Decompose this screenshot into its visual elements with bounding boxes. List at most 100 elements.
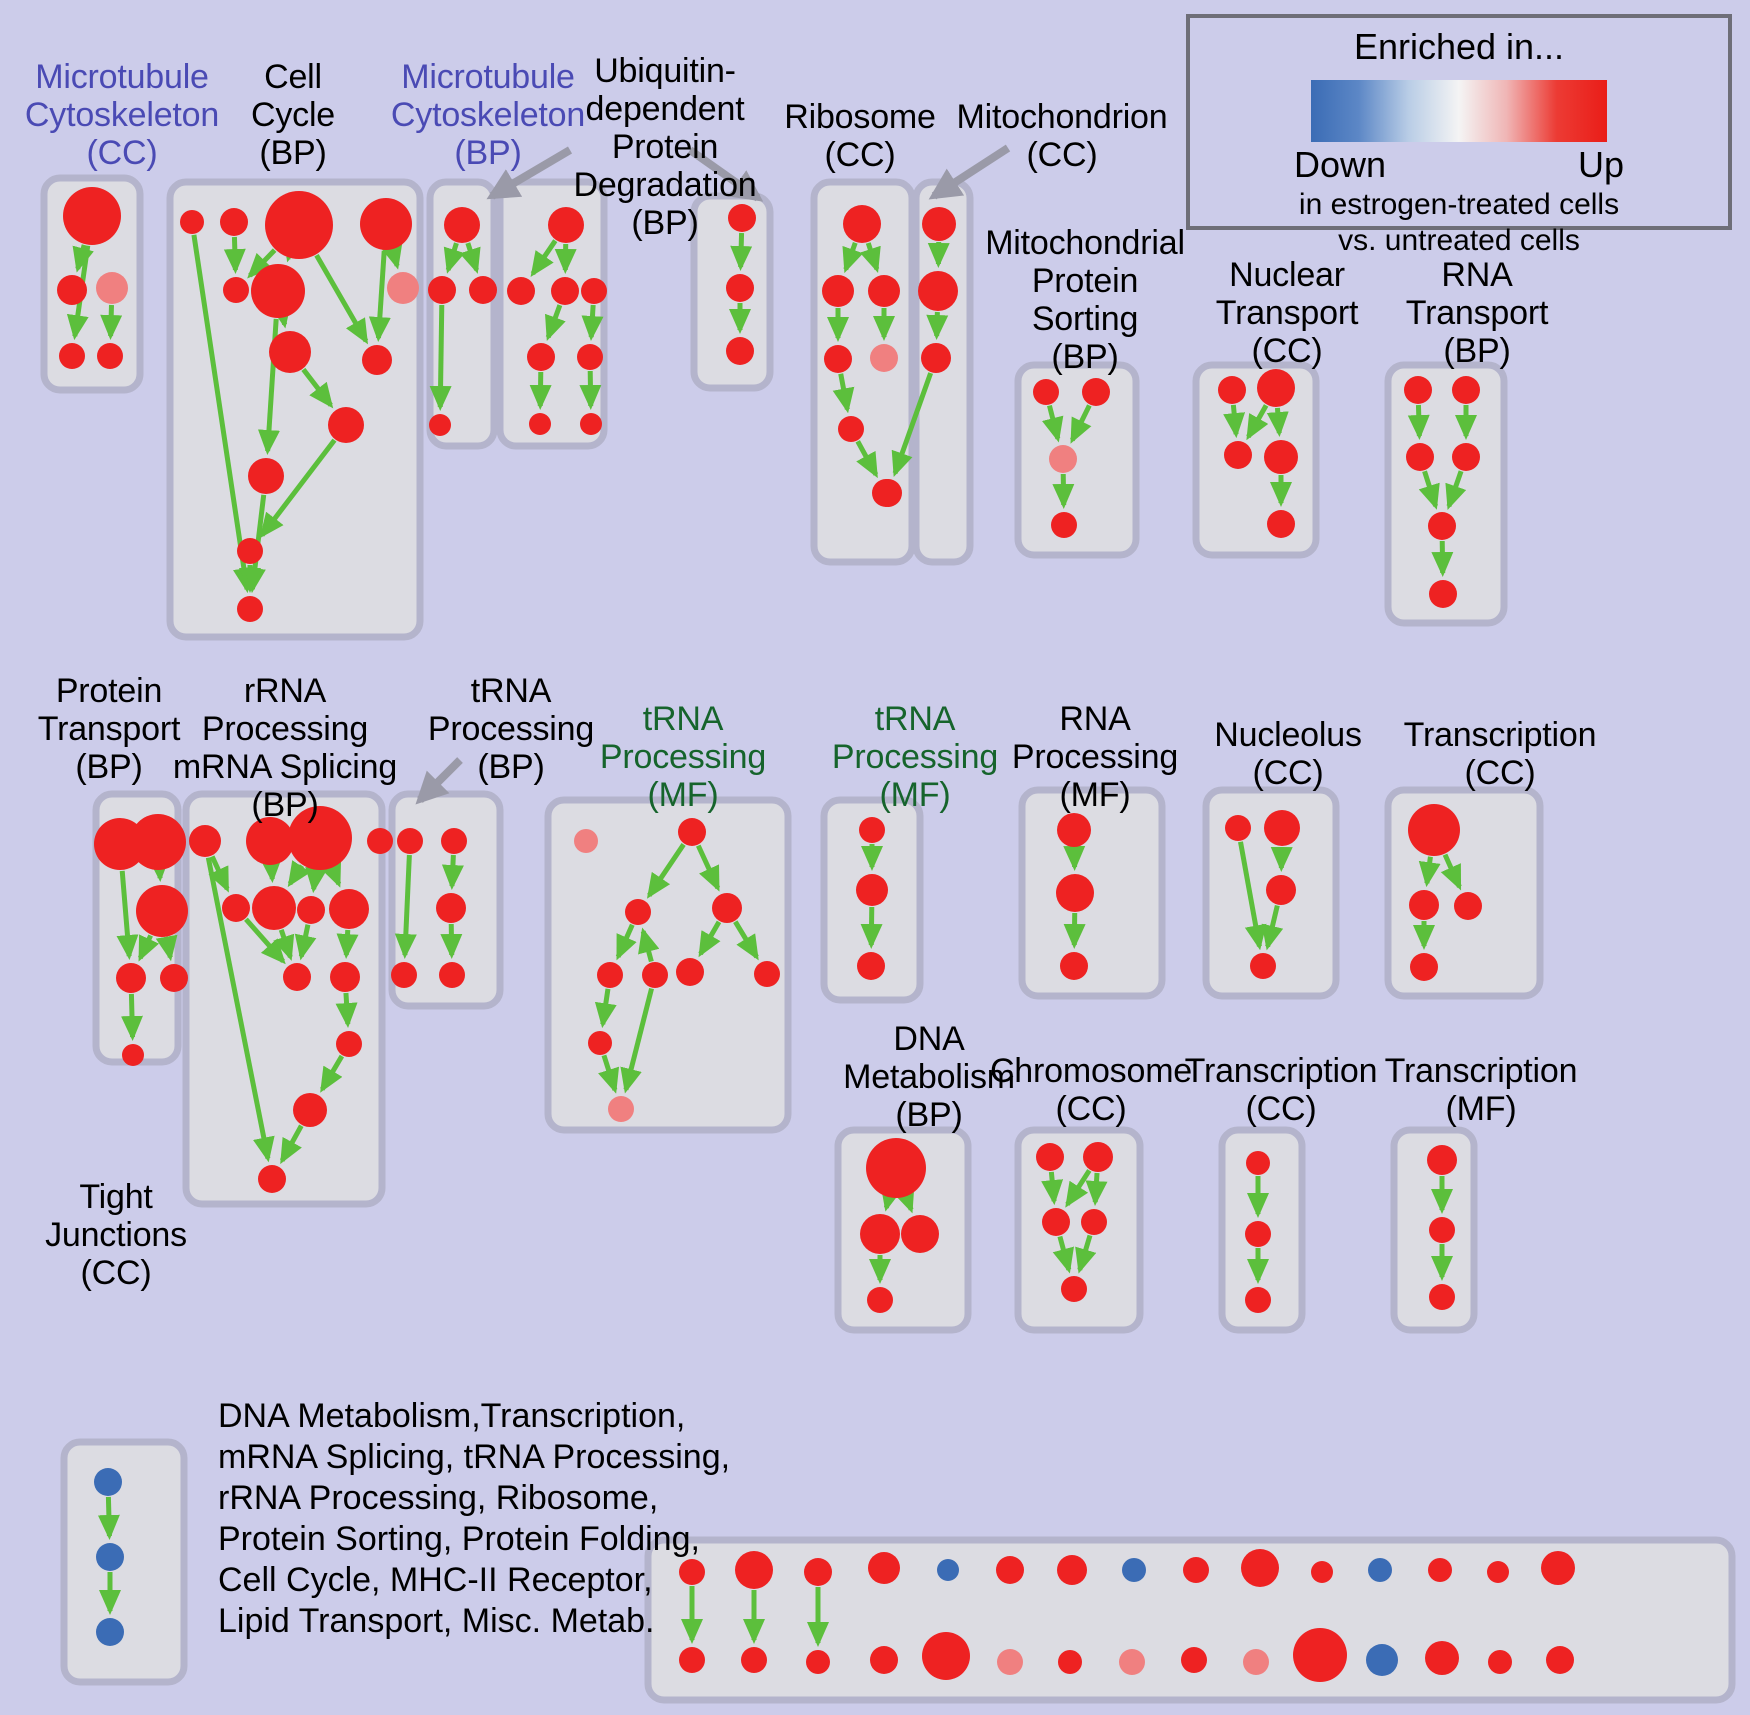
network-node[interactable] <box>1245 1287 1271 1313</box>
network-node[interactable] <box>1119 1649 1145 1675</box>
network-node[interactable] <box>1060 952 1088 980</box>
network-node[interactable] <box>1051 512 1077 538</box>
network-node[interactable] <box>1218 376 1246 404</box>
network-node[interactable] <box>222 894 250 922</box>
network-node[interactable] <box>1082 378 1110 406</box>
network-node[interactable] <box>1427 1145 1457 1175</box>
network-node[interactable] <box>735 1551 773 1589</box>
network-node[interactable] <box>901 1215 939 1253</box>
network-node[interactable] <box>237 538 263 564</box>
network-node[interactable] <box>265 191 333 259</box>
network-node[interactable] <box>1122 1558 1146 1582</box>
network-node[interactable] <box>1042 1208 1070 1236</box>
network-node[interactable] <box>293 1093 327 1127</box>
network-node[interactable] <box>237 596 263 622</box>
network-node[interactable] <box>63 187 121 245</box>
network-node[interactable] <box>997 1649 1023 1675</box>
network-node[interactable] <box>1057 1555 1087 1585</box>
network-node[interactable] <box>189 825 221 857</box>
network-node[interactable] <box>868 275 900 307</box>
network-node[interactable] <box>96 1543 124 1571</box>
network-node[interactable] <box>1224 441 1252 469</box>
network-node[interactable] <box>1036 1143 1064 1171</box>
network-node[interactable] <box>1454 892 1482 920</box>
network-node[interactable] <box>269 331 311 373</box>
network-node[interactable] <box>136 885 188 937</box>
network-node[interactable] <box>857 952 885 980</box>
network-node[interactable] <box>574 829 598 853</box>
network-node[interactable] <box>436 893 466 923</box>
network-node[interactable] <box>330 962 360 992</box>
network-node[interactable] <box>874 479 902 507</box>
network-node[interactable] <box>223 277 249 303</box>
network-node[interactable] <box>507 277 535 305</box>
network-node[interactable] <box>922 1632 970 1680</box>
network-node[interactable] <box>1406 443 1434 471</box>
network-node[interactable] <box>548 207 584 243</box>
network-node[interactable] <box>1293 1628 1347 1682</box>
network-node[interactable] <box>1428 1558 1452 1582</box>
network-node[interactable] <box>439 962 465 988</box>
network-node[interactable] <box>1081 1209 1107 1235</box>
network-node[interactable] <box>1245 1221 1271 1247</box>
network-node[interactable] <box>1266 875 1296 905</box>
network-node[interactable] <box>726 337 754 365</box>
network-node[interactable] <box>297 896 325 924</box>
network-node[interactable] <box>246 817 294 865</box>
network-node[interactable] <box>921 343 951 373</box>
network-node[interactable] <box>1488 1650 1512 1674</box>
network-node[interactable] <box>1546 1646 1574 1674</box>
network-node[interactable] <box>116 963 146 993</box>
network-node[interactable] <box>1246 1151 1270 1175</box>
network-node[interactable] <box>428 276 456 304</box>
network-node[interactable] <box>252 886 296 930</box>
network-node[interactable] <box>328 407 364 443</box>
network-node[interactable] <box>838 416 864 442</box>
network-node[interactable] <box>251 264 305 318</box>
network-node[interactable] <box>1541 1551 1575 1585</box>
network-node[interactable] <box>804 1558 832 1586</box>
network-node[interactable] <box>608 1096 634 1122</box>
network-node[interactable] <box>1428 512 1456 540</box>
network-node[interactable] <box>1452 443 1480 471</box>
network-node[interactable] <box>996 1556 1024 1584</box>
network-node[interactable] <box>741 1647 767 1673</box>
network-node[interactable] <box>866 1138 926 1198</box>
network-node[interactable] <box>856 874 888 906</box>
network-node[interactable] <box>728 204 756 232</box>
network-node[interactable] <box>1425 1641 1459 1675</box>
network-node[interactable] <box>754 961 780 987</box>
network-node[interactable] <box>1058 1650 1082 1674</box>
network-node[interactable] <box>1257 369 1295 407</box>
network-node[interactable] <box>444 207 480 243</box>
network-node[interactable] <box>1429 1217 1455 1243</box>
network-node[interactable] <box>580 413 602 435</box>
network-node[interactable] <box>588 1031 612 1055</box>
network-node[interactable] <box>94 1468 122 1496</box>
network-node[interactable] <box>1056 874 1094 912</box>
network-node[interactable] <box>581 278 607 304</box>
network-node[interactable] <box>937 1559 959 1581</box>
network-node[interactable] <box>1409 890 1439 920</box>
network-node[interactable] <box>367 828 393 854</box>
network-node[interactable] <box>57 275 87 305</box>
network-node[interactable] <box>248 458 284 494</box>
network-node[interactable] <box>1264 440 1298 474</box>
network-node[interactable] <box>1033 379 1059 405</box>
network-node[interactable] <box>1083 1142 1113 1172</box>
network-node[interactable] <box>1181 1647 1207 1673</box>
network-node[interactable] <box>678 818 706 846</box>
network-node[interactable] <box>387 272 419 304</box>
network-node[interactable] <box>1404 376 1432 404</box>
network-node[interactable] <box>625 899 651 925</box>
network-node[interactable] <box>870 1646 898 1674</box>
network-node[interactable] <box>922 207 956 241</box>
network-node[interactable] <box>122 1044 144 1066</box>
network-node[interactable] <box>859 817 885 843</box>
network-node[interactable] <box>1311 1561 1333 1583</box>
network-node[interactable] <box>642 962 668 988</box>
network-node[interactable] <box>360 198 412 250</box>
network-node[interactable] <box>726 274 754 302</box>
network-node[interactable] <box>329 889 369 929</box>
network-node[interactable] <box>712 893 742 923</box>
